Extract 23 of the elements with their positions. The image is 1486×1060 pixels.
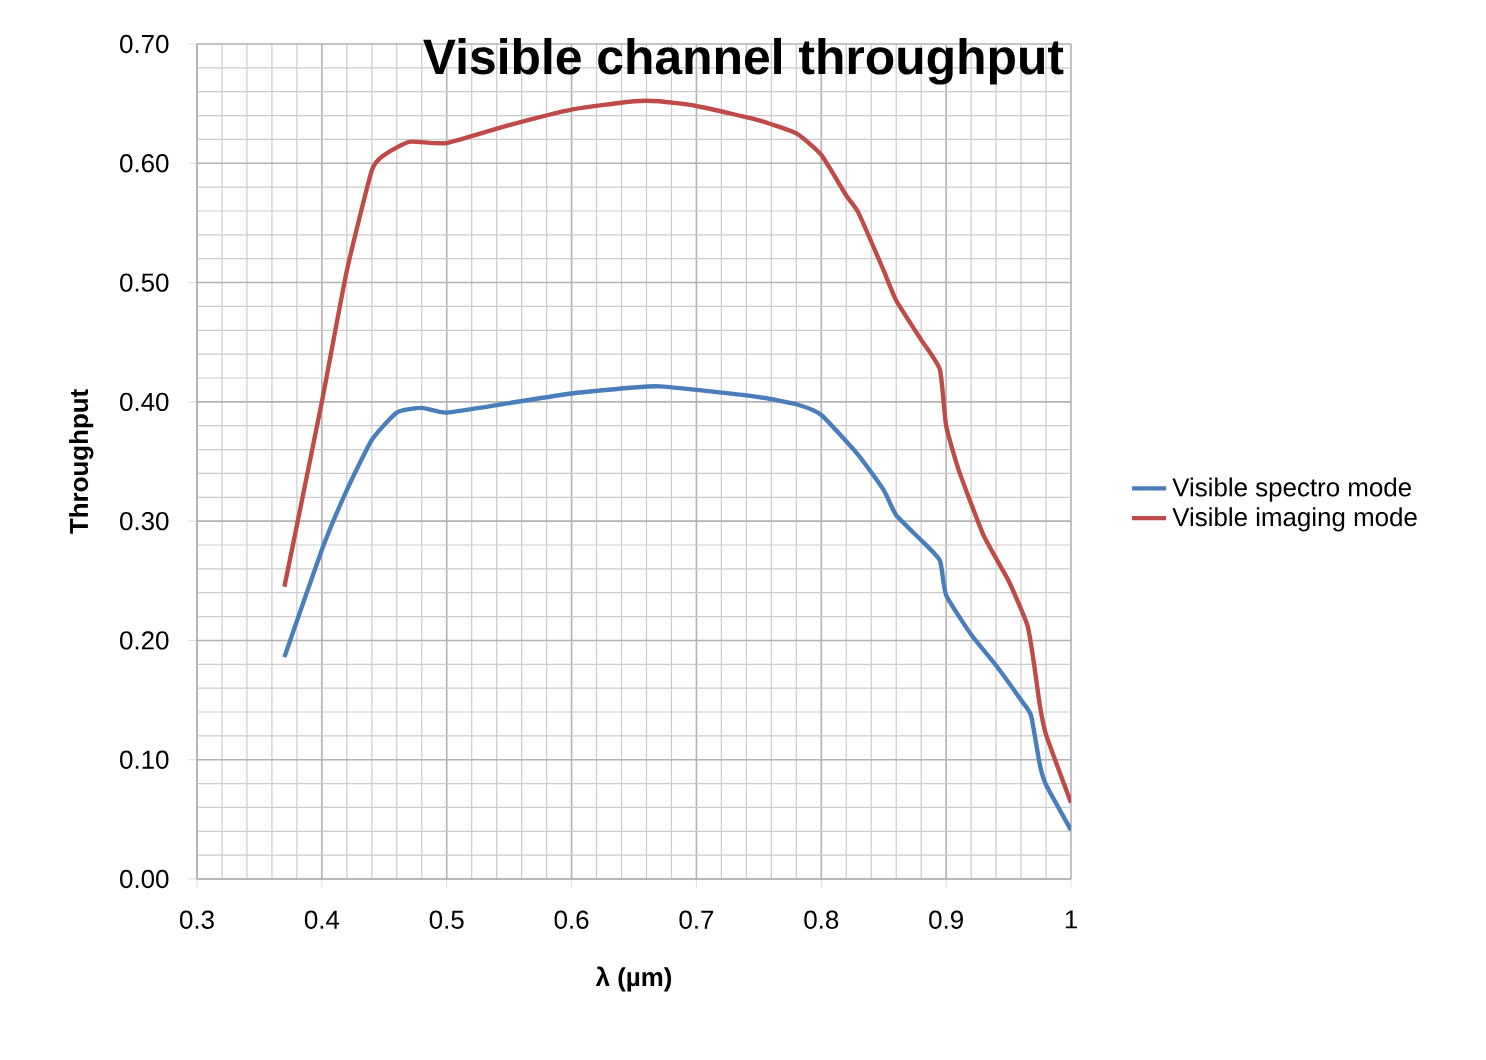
line-series bbox=[282, 384, 1071, 833]
y-tick-label: 0.10 bbox=[120, 750, 169, 769]
x-tick-label: 0.3 bbox=[180, 910, 214, 929]
x-tick-label: 1 bbox=[1065, 910, 1077, 929]
x-tick-label: 0.8 bbox=[804, 910, 839, 929]
y-axis-title: Throughput bbox=[69, 389, 94, 534]
x-tick-label: 0.4 bbox=[304, 910, 340, 929]
y-tick-label: 0.40 bbox=[120, 392, 169, 412]
y-tick-label: 0.60 bbox=[120, 154, 169, 173]
x-tick-label: 0.7 bbox=[679, 910, 714, 929]
y-tick-label: 0.30 bbox=[120, 511, 169, 531]
line-series bbox=[282, 98, 1071, 805]
x-tick-label: 0.5 bbox=[429, 910, 464, 929]
x-tick-label: 0.6 bbox=[554, 910, 589, 929]
legend-label: Visible imaging mode bbox=[1172, 507, 1417, 532]
y-tick-label: 0.70 bbox=[120, 34, 169, 54]
y-tick-label: 0.00 bbox=[120, 869, 169, 889]
y-tick-label: 0.20 bbox=[120, 631, 169, 650]
x-axis-title: λ (µm) bbox=[595, 966, 672, 992]
y-tick-label: 0.50 bbox=[120, 273, 169, 292]
chart-title: Visible channel throughput bbox=[423, 37, 1064, 85]
x-tick-label: 0.9 bbox=[929, 910, 963, 929]
legend-label: Visible spectro mode bbox=[1172, 477, 1411, 502]
